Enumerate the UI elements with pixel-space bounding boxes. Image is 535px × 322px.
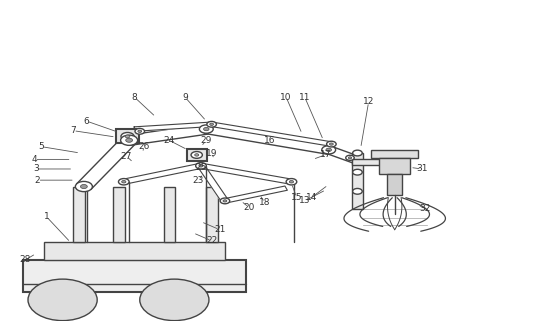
Bar xyxy=(351,153,363,209)
Circle shape xyxy=(120,135,137,145)
Text: 3: 3 xyxy=(33,165,39,174)
Circle shape xyxy=(322,146,335,154)
Polygon shape xyxy=(224,186,287,203)
Text: 25: 25 xyxy=(195,163,207,172)
Circle shape xyxy=(118,179,129,185)
Bar xyxy=(116,129,139,143)
Text: 12: 12 xyxy=(363,98,374,107)
Text: 19: 19 xyxy=(206,148,217,157)
Polygon shape xyxy=(197,165,228,202)
Bar xyxy=(379,158,410,174)
Text: 21: 21 xyxy=(214,225,225,234)
Bar xyxy=(22,260,246,292)
Text: 23: 23 xyxy=(193,176,204,185)
Circle shape xyxy=(353,169,362,175)
Text: 9: 9 xyxy=(182,93,188,102)
Text: 17: 17 xyxy=(320,150,332,159)
Circle shape xyxy=(200,125,213,133)
Circle shape xyxy=(326,148,332,151)
Circle shape xyxy=(346,155,354,160)
Text: 29: 29 xyxy=(201,136,212,145)
Circle shape xyxy=(348,157,351,159)
Bar xyxy=(207,186,218,242)
Circle shape xyxy=(121,180,126,183)
Circle shape xyxy=(28,279,97,321)
Text: 15: 15 xyxy=(291,193,302,202)
Circle shape xyxy=(196,163,207,169)
Circle shape xyxy=(353,188,362,194)
Circle shape xyxy=(223,200,227,202)
Circle shape xyxy=(80,185,87,189)
Circle shape xyxy=(353,150,362,156)
Text: 7: 7 xyxy=(71,126,76,135)
Text: 18: 18 xyxy=(259,198,271,207)
Text: 28: 28 xyxy=(20,255,31,264)
Bar xyxy=(387,174,402,194)
Circle shape xyxy=(199,165,203,167)
Text: 31: 31 xyxy=(416,165,427,174)
Bar xyxy=(187,149,207,161)
Circle shape xyxy=(140,279,209,321)
Bar xyxy=(113,186,125,242)
Circle shape xyxy=(210,123,213,126)
Bar xyxy=(73,186,85,242)
Circle shape xyxy=(286,179,297,185)
Text: 1: 1 xyxy=(44,213,50,221)
Bar xyxy=(164,186,175,242)
Circle shape xyxy=(203,128,209,131)
Circle shape xyxy=(135,128,144,134)
Text: 16: 16 xyxy=(264,136,276,145)
Text: 26: 26 xyxy=(139,142,150,151)
Polygon shape xyxy=(123,163,202,184)
Text: 5: 5 xyxy=(39,142,44,151)
Bar xyxy=(44,242,225,260)
Text: 13: 13 xyxy=(299,196,310,205)
Text: 6: 6 xyxy=(83,117,89,126)
Bar xyxy=(371,149,418,158)
Text: 4: 4 xyxy=(32,155,37,164)
Polygon shape xyxy=(127,124,208,145)
Text: 10: 10 xyxy=(280,93,292,102)
Circle shape xyxy=(220,198,230,204)
Text: 22: 22 xyxy=(206,236,217,245)
Polygon shape xyxy=(211,122,332,146)
Bar xyxy=(351,159,392,165)
Circle shape xyxy=(326,141,336,147)
Text: 20: 20 xyxy=(243,203,255,212)
Circle shape xyxy=(126,138,133,142)
Circle shape xyxy=(191,152,202,158)
Circle shape xyxy=(195,154,198,156)
Text: 24: 24 xyxy=(163,136,174,145)
Circle shape xyxy=(138,130,142,132)
Text: 32: 32 xyxy=(419,204,430,213)
Text: 14: 14 xyxy=(305,193,317,202)
Polygon shape xyxy=(77,138,136,189)
Circle shape xyxy=(121,132,134,140)
Text: 8: 8 xyxy=(132,93,137,102)
Polygon shape xyxy=(204,125,331,154)
Text: 2: 2 xyxy=(35,176,41,185)
Text: 27: 27 xyxy=(121,152,132,161)
Text: 11: 11 xyxy=(299,93,310,102)
Circle shape xyxy=(125,135,130,138)
Circle shape xyxy=(289,180,294,183)
Polygon shape xyxy=(134,122,212,131)
Polygon shape xyxy=(325,147,358,163)
Circle shape xyxy=(75,181,93,192)
Polygon shape xyxy=(200,163,293,184)
Circle shape xyxy=(207,121,216,127)
Circle shape xyxy=(330,143,333,145)
